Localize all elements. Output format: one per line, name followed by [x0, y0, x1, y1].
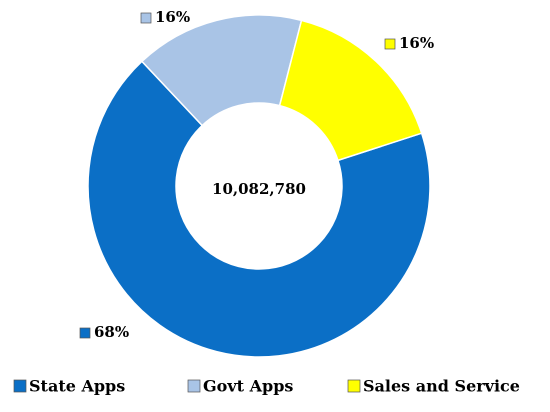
slice	[278, 19, 423, 162]
center-label: 10,082,780	[212, 180, 306, 198]
slices: 68% 16% 16% State Apps Govt Apps Sales and Se…	[13, 8, 520, 396]
legend-marker	[187, 379, 201, 393]
legend-marker	[13, 379, 27, 393]
data-label: 16%	[155, 8, 190, 26]
slice	[87, 60, 431, 358]
data-label: 16%	[399, 34, 434, 52]
slice	[140, 14, 303, 127]
label-marker	[140, 12, 152, 24]
legend-label: State Apps	[29, 377, 125, 396]
legend-label: Sales and Service	[363, 377, 520, 396]
data-label: 68%	[94, 323, 129, 341]
legend: State Apps Govt Apps Sales and Service	[13, 377, 520, 396]
label-marker	[384, 38, 396, 50]
legend-label: Govt Apps	[203, 377, 293, 396]
label-marker	[79, 327, 91, 339]
legend-marker	[347, 379, 361, 393]
